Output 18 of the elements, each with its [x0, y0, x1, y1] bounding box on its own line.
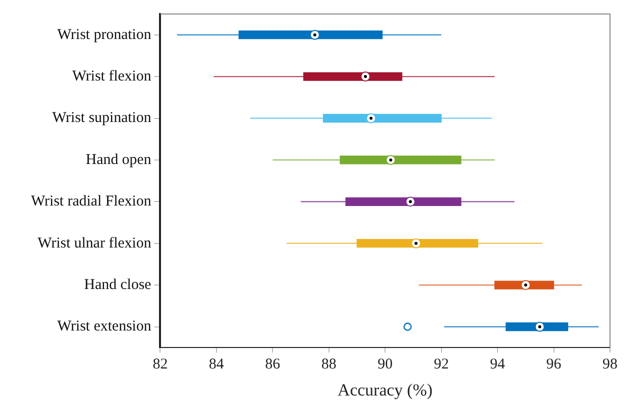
y-tick-label: Hand open: [86, 152, 152, 168]
y-tick-label: Wrist flexion: [72, 68, 152, 84]
x-tick-label: 82: [152, 356, 168, 373]
x-axis-title: Accuracy (%): [338, 380, 433, 400]
x-tick-label: 92: [434, 356, 449, 373]
x-tick-label: 96: [546, 356, 562, 373]
x-tick-label: 84: [208, 356, 224, 373]
x-tick-label: 98: [602, 356, 618, 373]
y-tick-label: Wrist supination: [52, 110, 152, 126]
y-tick-label: Wrist ulnar flexion: [38, 235, 152, 252]
x-tick-label: 88: [321, 356, 336, 373]
y-tick-label: Hand close: [84, 276, 152, 293]
y-tick-label: Wrist extension: [57, 318, 152, 335]
x-tick-label: 90: [378, 356, 393, 373]
x-tick-label: 94: [490, 356, 506, 373]
y-tick-label: Wrist pronation: [57, 26, 152, 43]
x-tick-label: 86: [265, 356, 281, 373]
y-tick-label: Wrist radial Flexion: [30, 194, 152, 210]
